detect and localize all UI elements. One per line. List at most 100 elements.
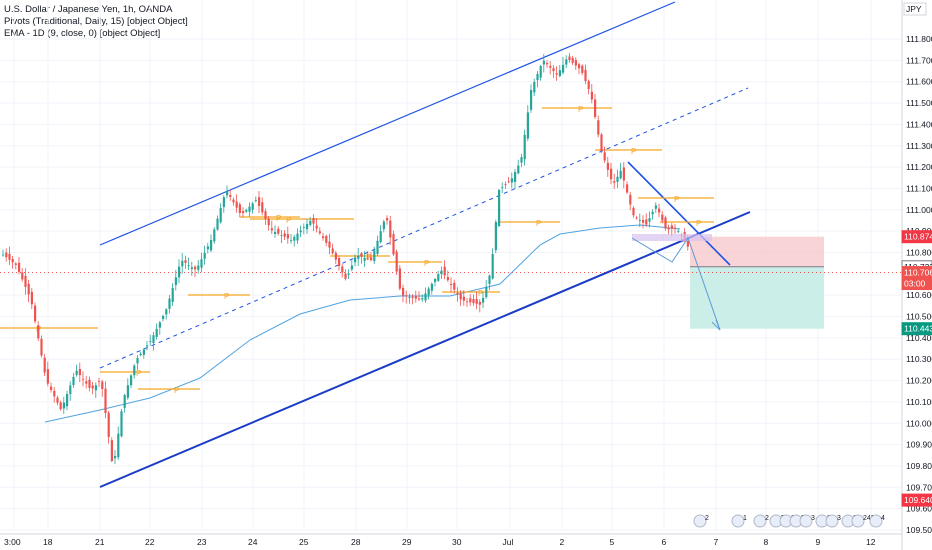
time-tick: 22 [145, 537, 155, 547]
candle-body [648, 218, 651, 222]
candle-body [174, 277, 177, 285]
price-tick: 111.200 [906, 162, 932, 172]
candle-body [408, 297, 411, 298]
candle-body [462, 296, 465, 301]
candle-body [40, 338, 43, 356]
event-count: 4 [881, 515, 885, 522]
candle-body [629, 194, 632, 205]
candle-body [238, 204, 241, 213]
candle-body [674, 227, 677, 229]
candle-body [50, 386, 53, 390]
candle-body [549, 65, 552, 68]
candle-body [546, 62, 549, 65]
price-axis[interactable]: 111.800 111.700 111.600 111.500 111.400 111.3… [901, 0, 932, 550]
candle-body [194, 266, 197, 270]
candle-body [475, 299, 478, 304]
candle-body [347, 273, 350, 275]
candle-body [312, 217, 315, 224]
candle-body [117, 433, 120, 458]
candle-body [587, 81, 590, 89]
candle-body [414, 295, 417, 299]
candle-body [274, 232, 277, 234]
candle-body [107, 412, 110, 437]
candle-body [411, 296, 414, 298]
candle-body [286, 234, 289, 239]
economic-events[interactable]: 21258932322424 [693, 514, 885, 528]
candle-body [155, 328, 158, 337]
pivot-marker: P [631, 147, 636, 156]
candle-body [21, 272, 24, 280]
candle-body [46, 369, 49, 384]
price-tick: 109.900 [906, 440, 932, 450]
candle-body [440, 270, 443, 275]
candle-body [581, 65, 584, 73]
annotations[interactable] [631, 234, 721, 331]
candle-body [200, 259, 203, 268]
candle-body [165, 309, 168, 315]
pivot-marker: P [536, 219, 541, 228]
candle-body [558, 70, 561, 77]
candle-body [398, 268, 401, 289]
price-tick: 111.300 [906, 141, 932, 151]
candle-body [386, 218, 389, 221]
pivot-marker: P [366, 253, 371, 262]
candle-body [120, 411, 123, 437]
candle-body [18, 262, 21, 272]
candle-body [178, 266, 181, 278]
price-label-countdown [901, 277, 932, 291]
candle-body [456, 293, 459, 295]
candle-body [478, 301, 481, 305]
price-label-text: 110.443 [904, 324, 932, 334]
candle-body [91, 385, 94, 389]
candle-body [485, 286, 488, 298]
legend-pivots[interactable]: Pivots (Traditional, Daily, 15) [object … [4, 16, 188, 27]
candle-body [453, 282, 456, 290]
candle-body [494, 222, 497, 251]
price-tick: 109.500 [906, 525, 932, 535]
candle-body [619, 170, 622, 179]
candle-body [507, 181, 510, 183]
candle-body [8, 253, 11, 260]
candle-body [242, 211, 245, 213]
candle-body [85, 381, 88, 384]
candle-body [430, 283, 433, 291]
price-tick: 110.400 [906, 333, 932, 343]
candle-body [226, 191, 229, 196]
candle-body [590, 91, 593, 100]
candle-body [158, 322, 161, 328]
position-zones[interactable] [0, 236, 902, 329]
candle-body [434, 279, 437, 283]
candle-body [222, 197, 225, 208]
candle-body [267, 218, 270, 226]
time-tick: 2 [560, 537, 565, 547]
pivot-marker: P [424, 259, 429, 268]
candle-body [110, 440, 113, 461]
candle-body [603, 152, 606, 161]
legend-ema[interactable]: EMA - 1D (9, close, 0) [object Object] [4, 28, 161, 39]
price-tick: 109.800 [906, 461, 932, 471]
candle-body [245, 209, 248, 212]
time-tick: 8 [764, 537, 769, 547]
candle-body [56, 397, 59, 403]
candle-body [526, 112, 529, 139]
price-tick: 110.100 [906, 397, 932, 407]
candle-body [197, 265, 200, 270]
candle-body [280, 235, 283, 236]
trend-channel[interactable] [99, 1, 751, 488]
flag-icon [825, 514, 839, 528]
candle-body [520, 157, 523, 163]
chart-legend: U.S. Dollar / Japanese Yen, 1h, OANDA Pi… [4, 4, 188, 40]
time-tick: 12 [866, 537, 876, 547]
candle-body [187, 265, 190, 266]
candle-body [206, 246, 209, 250]
candle-body [69, 385, 72, 394]
time-axis[interactable]: 3:00 18 21 22 23 24 25 28 29 30 Jul 2 5 6 7 8 9 12 [0, 533, 902, 547]
candle-body [315, 225, 318, 229]
pivot-marker: P [696, 219, 701, 228]
candle-body [283, 233, 286, 237]
candle-body [466, 301, 469, 303]
candle-body [584, 69, 587, 81]
candle-body [389, 220, 392, 238]
candle-body [488, 275, 491, 284]
